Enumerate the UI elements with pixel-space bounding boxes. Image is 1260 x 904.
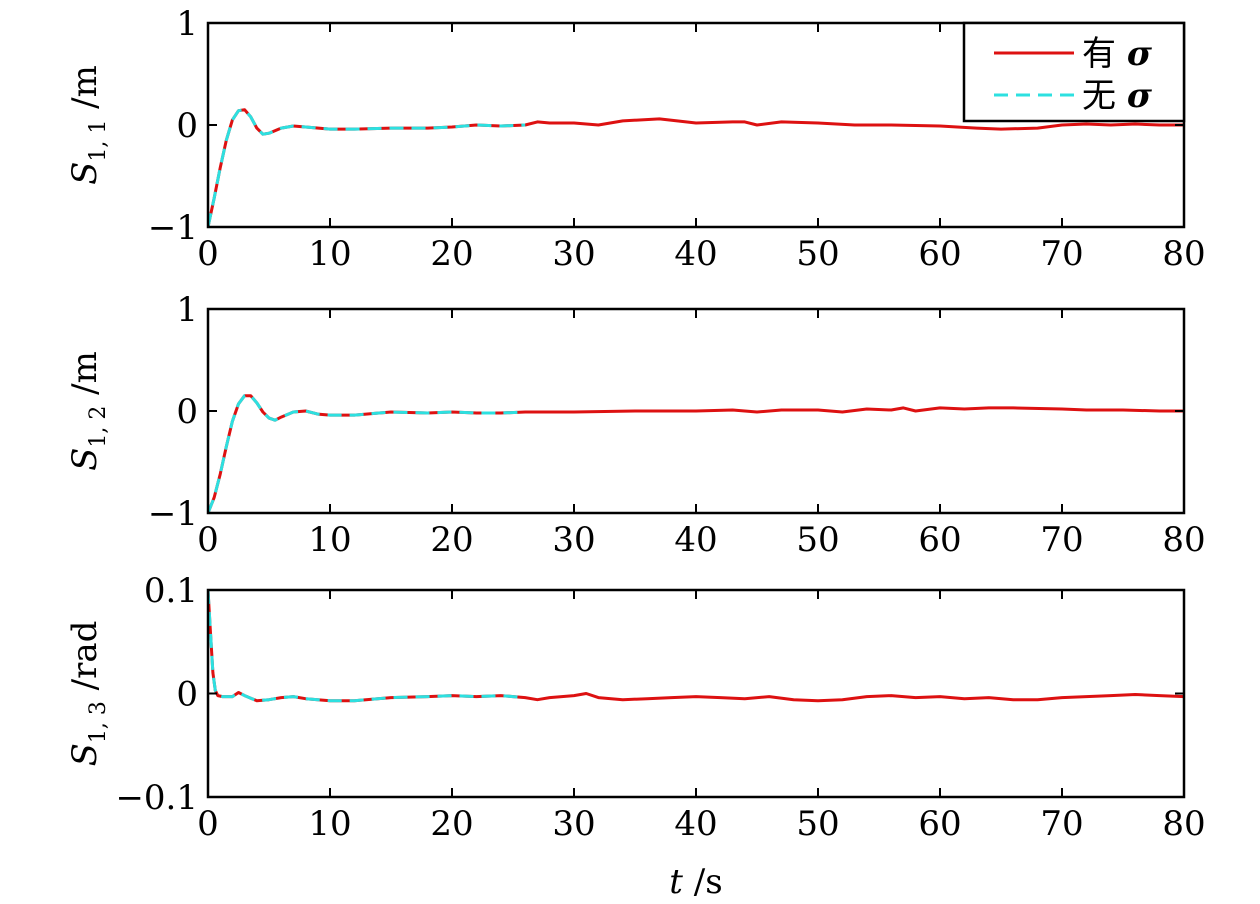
- x-axis-label: t /s: [669, 862, 722, 902]
- x-axis-label-unit: /s: [683, 862, 723, 902]
- series-line-with-sigma: [208, 394, 1184, 513]
- y-tick-label: 0: [176, 106, 198, 146]
- x-tick-label: 0: [197, 804, 219, 844]
- series-group: [208, 394, 1184, 513]
- x-tick-label: 40: [674, 804, 717, 844]
- y-axis-label-sub: 1, 1: [86, 120, 111, 162]
- series-line-without-sigma: [208, 108, 526, 227]
- legend-label-text: 有: [1082, 34, 1127, 74]
- x-tick-label: 70: [1040, 234, 1083, 274]
- x-tick-label: 60: [918, 234, 961, 274]
- x-tick-label: 10: [308, 804, 351, 844]
- y-axis-label: S1, 3 /rad: [65, 621, 111, 767]
- legend-label-symbol: σ: [1127, 34, 1153, 74]
- x-tick-label: 40: [674, 520, 717, 560]
- x-tick-label: 20: [430, 234, 473, 274]
- y-axis-label-unit: /m: [65, 351, 105, 406]
- y-tick-label: −1: [148, 494, 198, 534]
- x-tick-label: 30: [552, 520, 595, 560]
- x-tick-label: 70: [1040, 520, 1083, 560]
- x-tick-label: 10: [308, 234, 351, 274]
- y-axis-label: S1, 1 /m: [65, 65, 111, 185]
- legend-label-text: 无: [1082, 76, 1127, 116]
- series-line-without-sigma: [208, 394, 526, 513]
- x-tick-label: 80: [1162, 520, 1205, 560]
- series-line-without-sigma: [208, 590, 526, 703]
- y-axis-label-sub: 1, 2: [86, 406, 111, 448]
- x-tick-label: 0: [197, 520, 219, 560]
- x-tick-label: 30: [552, 804, 595, 844]
- x-axis-label-main: t: [669, 862, 683, 902]
- x-tick-label: 80: [1162, 234, 1205, 274]
- y-tick-label: 1: [176, 290, 198, 330]
- y-axis-label-sub: 1, 3: [86, 701, 111, 743]
- x-tick-label: 30: [552, 234, 595, 274]
- y-tick-label: 0: [176, 675, 198, 715]
- legend-box: [962, 21, 1186, 123]
- x-tick-label: 50: [796, 520, 839, 560]
- y-tick-label: 0.1: [144, 571, 198, 611]
- legend-label-symbol: σ: [1127, 76, 1153, 116]
- y-tick-label: −0.1: [115, 778, 198, 818]
- x-tick-label: 50: [796, 234, 839, 274]
- x-tick-label: 20: [430, 804, 473, 844]
- series-line-with-sigma: [208, 590, 1184, 703]
- series-group: [208, 108, 1184, 227]
- plot-frame: [206, 588, 1186, 799]
- series-group: [208, 590, 1184, 703]
- legend-label: 有 σ: [1082, 34, 1153, 74]
- y-axis-label-unit: /rad: [65, 621, 105, 702]
- x-tick-label: 60: [918, 804, 961, 844]
- legend: 有 σ无 σ: [962, 21, 1186, 123]
- x-tick-label: 80: [1162, 804, 1205, 844]
- x-tick-label: 10: [308, 520, 351, 560]
- y-axis-label-main: S: [65, 162, 105, 185]
- y-tick-label: 1: [176, 4, 198, 44]
- y-axis-label: S1, 2 /m: [65, 351, 111, 471]
- series-line-with-sigma: [208, 108, 1184, 227]
- y-tick-label: 0: [176, 392, 198, 432]
- x-tick-label: 50: [796, 804, 839, 844]
- y-axis-label-unit: /m: [65, 65, 105, 120]
- y-tick-label: −1: [148, 208, 198, 248]
- y-axis-label-main: S: [65, 448, 105, 471]
- x-tick-label: 20: [430, 520, 473, 560]
- x-tick-label: 0: [197, 234, 219, 274]
- x-tick-label: 40: [674, 234, 717, 274]
- x-tick-label: 60: [918, 520, 961, 560]
- x-tick-label: 70: [1040, 804, 1083, 844]
- y-axis-label-main: S: [65, 743, 105, 766]
- legend-label: 无 σ: [1082, 76, 1153, 116]
